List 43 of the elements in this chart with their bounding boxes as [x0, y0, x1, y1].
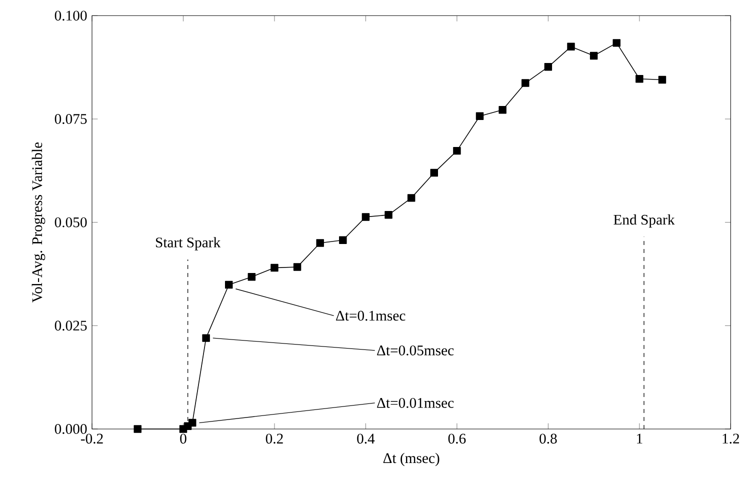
point [544, 63, 552, 71]
point [134, 425, 142, 433]
point [316, 239, 324, 247]
annotation: Δt=0.05msec [377, 345, 454, 356]
x-tick-label: 0.4 [357, 434, 375, 444]
x-tick-label: 0.8 [540, 434, 557, 444]
point [453, 146, 461, 155]
point [476, 112, 484, 120]
y-tick-label: 0.025 [54, 320, 87, 331]
x-axis-title: Δt (msec) [383, 452, 440, 466]
y-axis-title: Vol-Avg. Progress Variable [32, 142, 46, 303]
point [339, 236, 347, 244]
x-tick-label: 0.2 [266, 434, 283, 444]
y-tick-label: 0.000 [54, 424, 87, 434]
point [362, 213, 370, 221]
point [407, 194, 416, 202]
point [498, 106, 506, 114]
annotation: Δt=0.1msec [336, 310, 406, 321]
x-tick-label: 0 [180, 434, 186, 444]
point [590, 52, 598, 60]
point [224, 280, 233, 289]
point [188, 418, 196, 427]
point [202, 334, 210, 342]
ref-line-label: End Spark [614, 214, 675, 228]
y-tick-label: 0.075 [54, 114, 87, 124]
point [612, 39, 620, 47]
point [522, 79, 530, 87]
x-tick-label: 1.2 [722, 434, 740, 444]
x-tick-label: 0.6 [448, 434, 466, 444]
ref-line-label: Start Spark [156, 237, 221, 250]
x-tick-label: -0.2 [80, 434, 103, 444]
point [384, 211, 392, 219]
point [567, 42, 575, 51]
point [430, 168, 438, 177]
y-tick-label: 0.050 [54, 217, 87, 228]
y-tick-label: 0.100 [54, 10, 87, 21]
annotation: Δt=0.01msec [377, 398, 454, 408]
point [248, 273, 256, 281]
x-tick-label: 1 [637, 434, 642, 444]
point [636, 75, 644, 83]
point [658, 76, 666, 84]
point [293, 263, 302, 271]
point [270, 264, 278, 272]
